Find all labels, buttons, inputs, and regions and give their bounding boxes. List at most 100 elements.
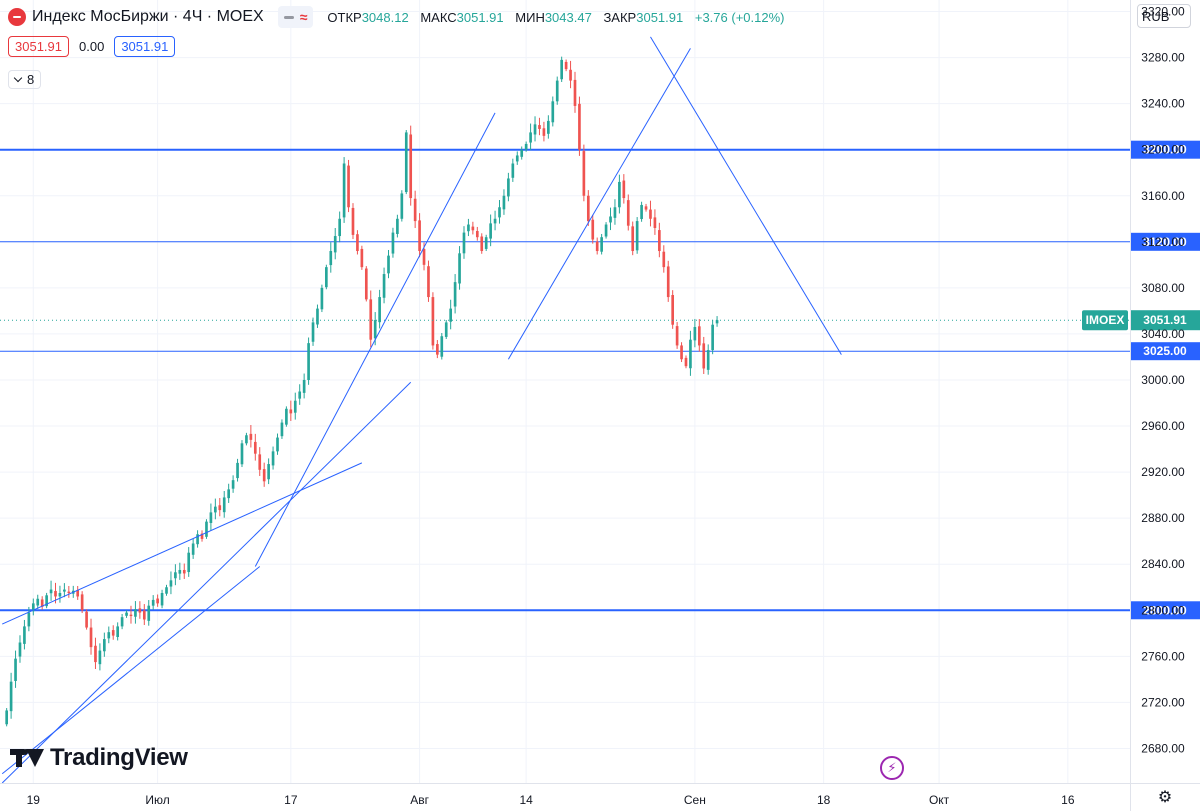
- moex-symbol-icon[interactable]: [8, 8, 26, 26]
- candle-body: [680, 345, 683, 360]
- candle: [293, 392, 297, 420]
- candle: [116, 622, 119, 641]
- chart-type-toggle[interactable]: ≈: [277, 6, 314, 28]
- candle-body: [507, 178, 510, 197]
- gear-icon[interactable]: ⚙: [1157, 789, 1173, 806]
- level-label-bg: [1131, 140, 1200, 159]
- candle-body: [165, 587, 168, 594]
- candle: [236, 458, 239, 482]
- candle: [111, 625, 115, 640]
- y-tick-label: 2920.00: [1141, 465, 1185, 479]
- y-tick-label: 3120.00: [1141, 235, 1185, 249]
- candle-body: [271, 451, 275, 466]
- candle: [382, 267, 386, 304]
- candle-body: [253, 441, 257, 454]
- candle: [356, 230, 359, 255]
- candle-body: [711, 324, 714, 351]
- candle: [538, 117, 541, 136]
- candle: [325, 264, 328, 290]
- candle: [227, 483, 230, 503]
- candle: [475, 226, 479, 241]
- candle-body: [209, 512, 213, 523]
- candle: [231, 475, 235, 493]
- candle-body: [542, 128, 546, 136]
- candle: [635, 217, 639, 254]
- candle: [329, 242, 333, 273]
- y-tick-label: 3040.00: [1141, 327, 1185, 341]
- candle-body: [236, 462, 239, 479]
- candle: [684, 355, 688, 369]
- candle: [347, 159, 350, 213]
- currency-selector[interactable]: RUB: [1137, 4, 1191, 28]
- indicators-toggle[interactable]: 8: [8, 70, 42, 89]
- candle-body: [169, 580, 173, 587]
- candle-body: [182, 569, 186, 574]
- candle: [222, 490, 226, 518]
- lightning-icon[interactable]: ⚡: [880, 756, 904, 780]
- candle-body: [413, 198, 417, 222]
- candle-body: [231, 480, 235, 489]
- buy-price-button[interactable]: 3051.91: [114, 36, 176, 57]
- trendline: [1, 566, 261, 775]
- candle: [23, 619, 26, 650]
- trendline: [507, 48, 691, 360]
- candle: [280, 419, 284, 439]
- trade-row: 3051.91 0.00 3051.91: [8, 36, 176, 57]
- candle-body: [653, 217, 657, 228]
- candle-body: [187, 552, 191, 573]
- candle-body: [120, 617, 124, 627]
- candle: [107, 626, 111, 644]
- candle: [498, 200, 501, 224]
- candle: [151, 595, 155, 610]
- candle-body: [471, 226, 475, 231]
- candle: [214, 498, 217, 520]
- level-label-bg: [1131, 601, 1200, 620]
- candle-body: [45, 595, 48, 607]
- candle: [369, 290, 373, 348]
- candle: [218, 498, 222, 517]
- candle: [582, 144, 586, 202]
- candle-body: [458, 253, 461, 284]
- candle-body: [156, 598, 159, 604]
- sell-price-button[interactable]: 3051.91: [8, 36, 69, 57]
- high-value: 3051.91: [456, 9, 504, 25]
- candle-body: [706, 350, 710, 370]
- candle-body: [675, 326, 679, 346]
- candle-body: [547, 120, 550, 134]
- logo-text: TradingView: [50, 744, 188, 771]
- candle-body: [475, 230, 479, 238]
- candle: [18, 635, 22, 663]
- candle-body: [440, 336, 444, 357]
- trendline: [254, 112, 496, 567]
- candle: [187, 547, 191, 577]
- candle: [569, 60, 572, 89]
- candle-body: [54, 590, 57, 597]
- candle: [542, 121, 546, 142]
- candle: [396, 214, 399, 238]
- candle-body: [338, 218, 341, 237]
- candle: [271, 446, 275, 470]
- candle-body: [356, 234, 359, 252]
- candle-body: [613, 207, 617, 218]
- candle-body: [360, 248, 364, 268]
- minus-icon: [283, 15, 294, 19]
- candle-body: [431, 297, 435, 346]
- y-tick-label: 2720.00: [1141, 695, 1185, 709]
- candle-body: [467, 224, 470, 232]
- candle: [671, 290, 675, 329]
- symbol-title[interactable]: Индекс МосБиржи · 4Ч · MOEX: [32, 8, 264, 25]
- candle: [471, 221, 475, 235]
- candle: [578, 96, 581, 156]
- candle-body: [258, 454, 262, 470]
- candle: [245, 432, 248, 446]
- candle: [404, 130, 408, 195]
- candle-body: [138, 608, 142, 613]
- candle-body: [569, 69, 572, 81]
- candle-body: [249, 433, 253, 440]
- tradingview-logo[interactable]: TradingView: [10, 744, 188, 772]
- candle-body: [98, 650, 102, 665]
- candle-body: [604, 224, 608, 237]
- low-value: 3043.47: [544, 9, 592, 25]
- candle-body: [178, 569, 182, 574]
